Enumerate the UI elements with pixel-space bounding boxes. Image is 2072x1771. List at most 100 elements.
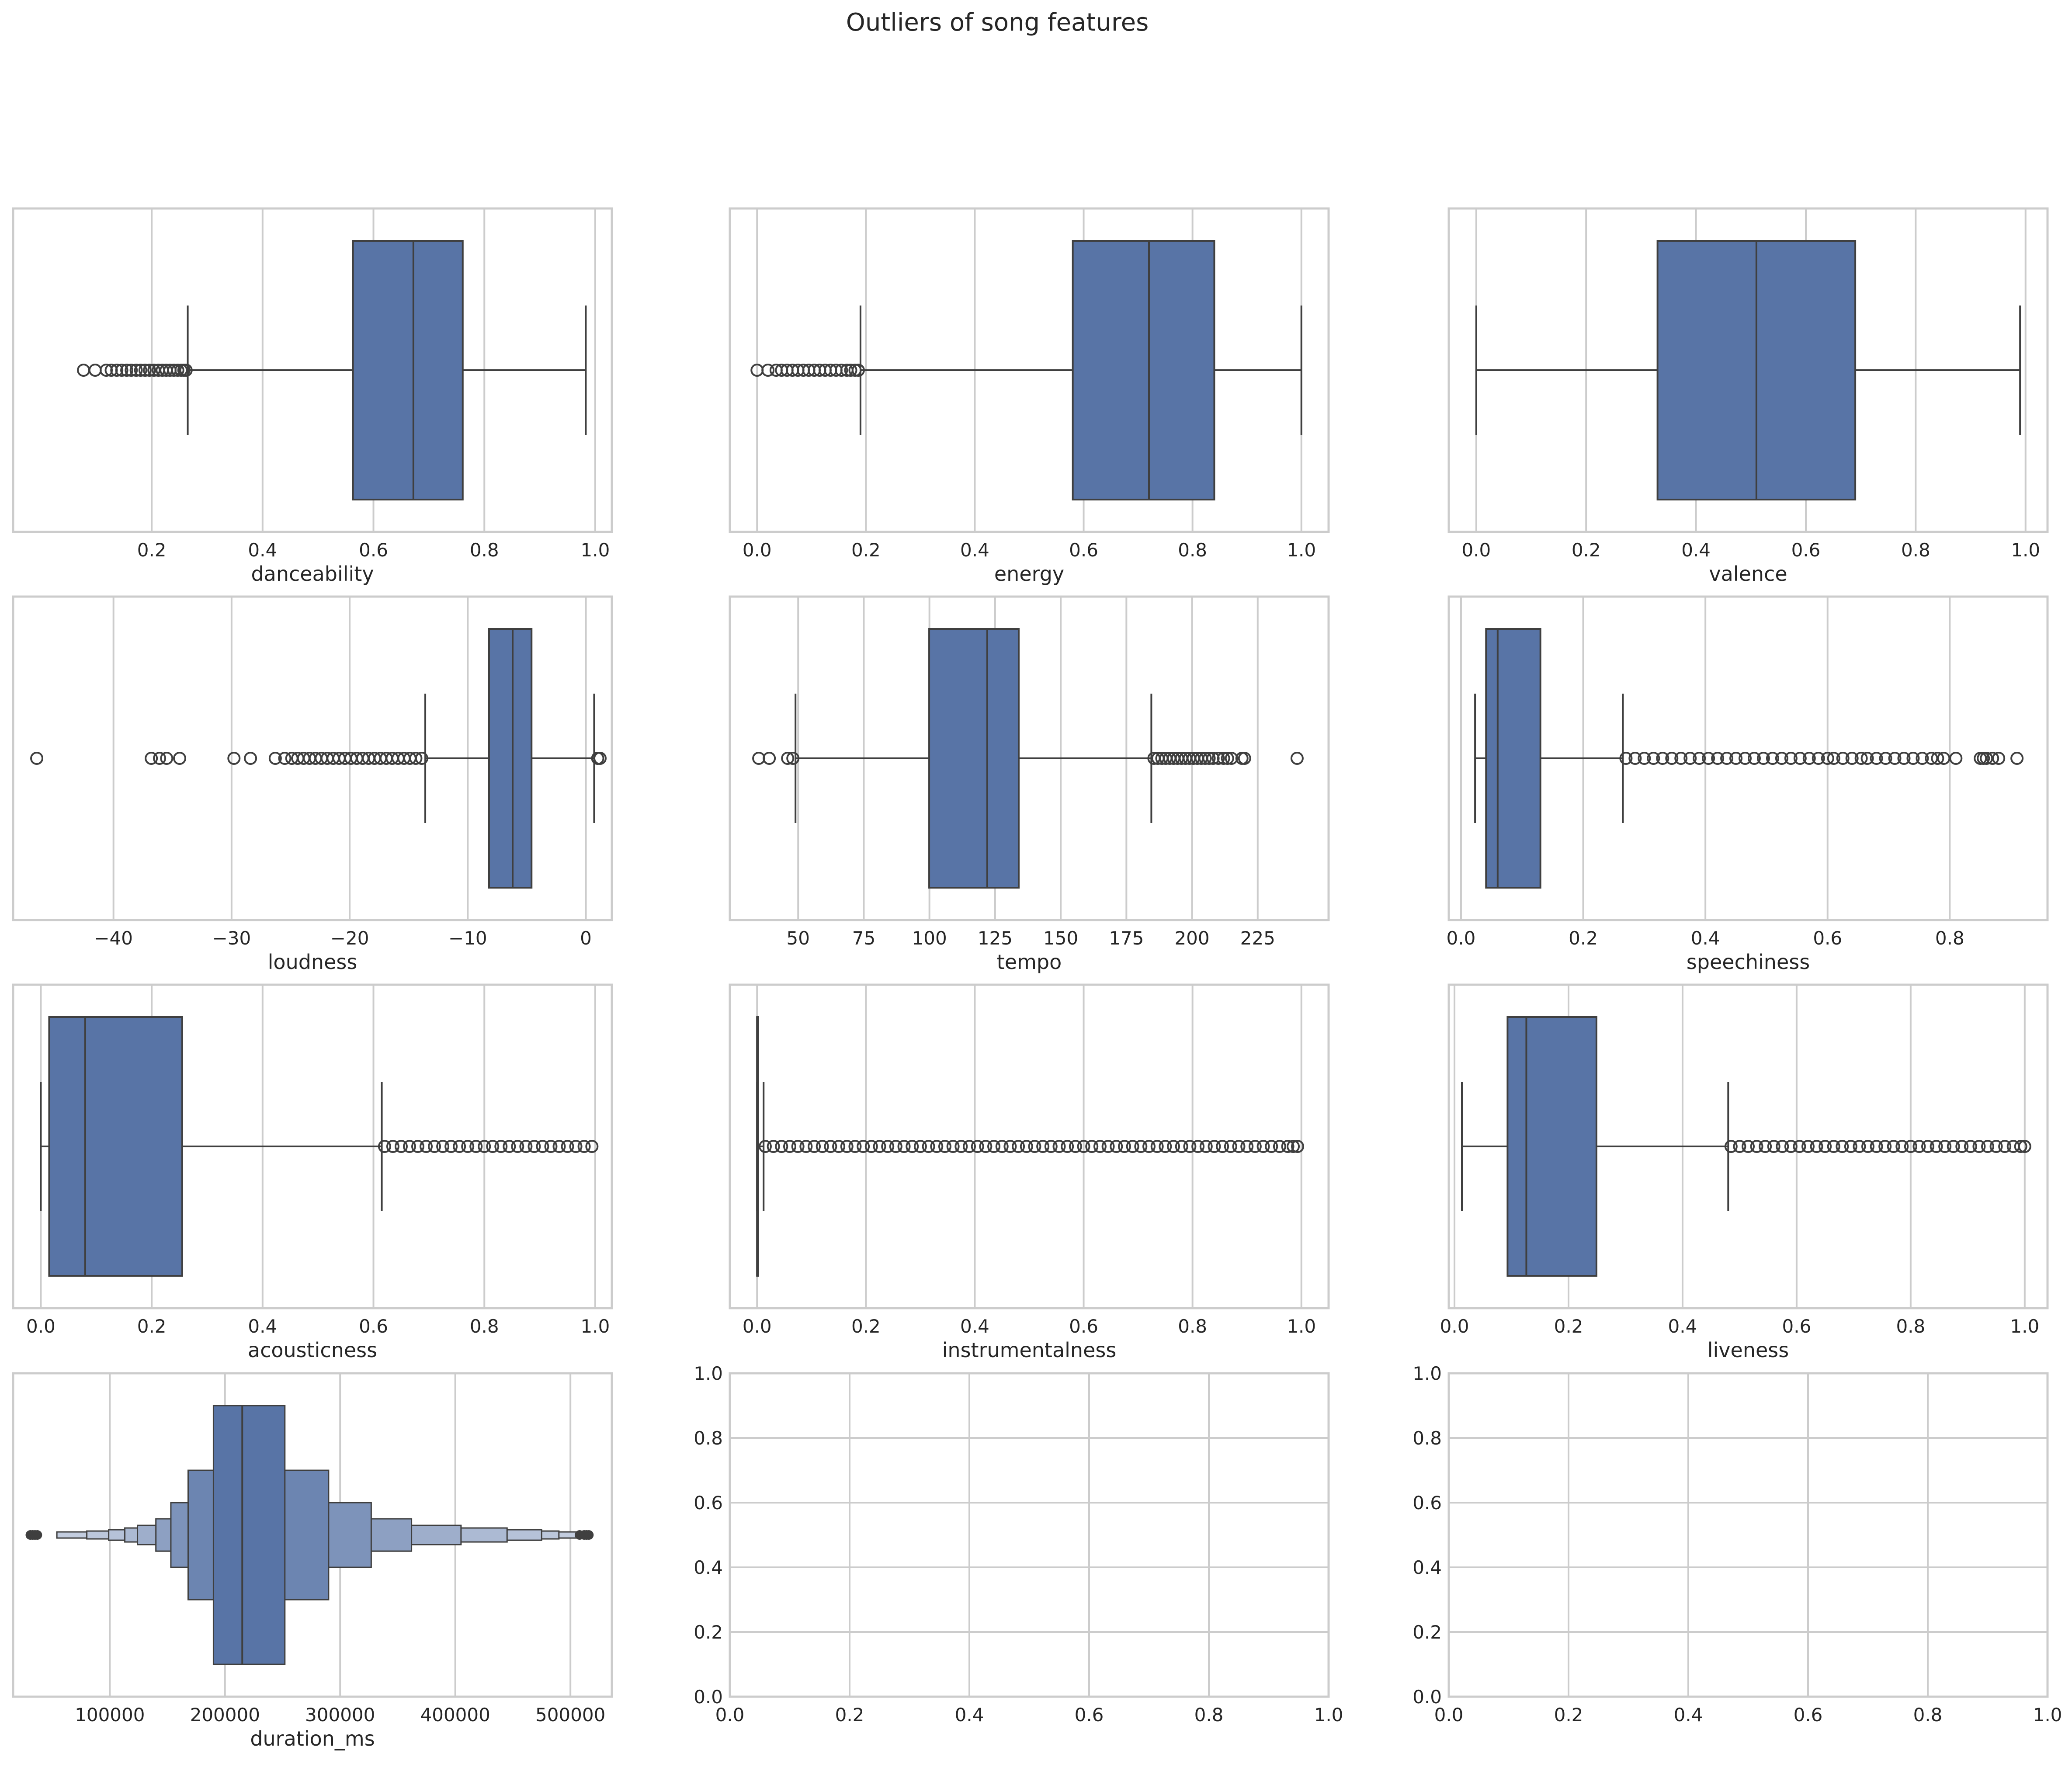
outlier-point (906, 1140, 919, 1153)
x-tick-label: −30 (212, 927, 251, 949)
outlier-point (453, 1140, 466, 1153)
x-tick-label: 0.0 (715, 1704, 745, 1726)
x-tick-label: 200 (1174, 927, 1209, 949)
x-tick-label: 0.6 (359, 1316, 388, 1337)
figure-title: Outliers of song features (846, 8, 1149, 37)
outlier-point (930, 1140, 944, 1153)
x-tick-label: −20 (330, 927, 369, 949)
outlier-point (143, 364, 156, 377)
outlier-point (1819, 1140, 1832, 1153)
outlier-point (394, 1140, 408, 1153)
outlier-point (1998, 1140, 2012, 1153)
outlier-point (1860, 752, 1874, 765)
x-tick-label: 0.0 (26, 1316, 56, 1337)
outlier-point (1827, 752, 1840, 765)
outlier-point (1775, 752, 1788, 765)
x-tick-label: 0.2 (835, 1704, 864, 1726)
outlier-point (1853, 1140, 1866, 1153)
outlier-point (1912, 1140, 1926, 1153)
outlier-point (125, 364, 138, 377)
x-tick-label: 0.0 (743, 1316, 772, 1337)
x-tick-label: −40 (94, 927, 133, 949)
outlier-point (1656, 752, 1669, 765)
outlier-point (1964, 1140, 1977, 1153)
outlier-point (1844, 1140, 1857, 1153)
outlier-point (378, 1140, 391, 1153)
x-axis-label: energy (994, 562, 1064, 586)
outlier-point (864, 1140, 878, 1153)
outlier-point (1287, 1140, 1300, 1153)
iqr-box (352, 240, 464, 500)
y-tick-label: 0.8 (694, 1427, 723, 1449)
outlier-point (494, 1140, 508, 1153)
outlier-point (1281, 1140, 1295, 1153)
outlier-point (808, 1140, 821, 1153)
outlier-point (1291, 1140, 1305, 1153)
outlier-point (799, 1140, 813, 1153)
outlier-point (873, 1140, 886, 1153)
x-tick-label: 0.2 (137, 539, 167, 561)
x-tick-label: 0.4 (960, 539, 989, 561)
x-axis-label: duration_ms (250, 1727, 375, 1750)
outlier-point (1638, 752, 1651, 765)
outlier-point (1947, 1140, 1960, 1153)
outlier-point (511, 1140, 524, 1153)
outlier-point (987, 1140, 1001, 1153)
outlier-point (1061, 1140, 1074, 1153)
boxen-level (212, 1405, 286, 1665)
x-tick-label: 0.4 (960, 1316, 989, 1337)
outlier-point (1930, 1140, 1943, 1153)
outlier-point (173, 752, 187, 765)
x-tick-label: 125 (978, 927, 1013, 949)
outlier-point (171, 364, 184, 377)
outlier-point (775, 1140, 788, 1153)
x-tick-label: 0.2 (851, 539, 881, 561)
outlier-point (1142, 1140, 1156, 1153)
outlier-point (844, 364, 857, 377)
axes-frame (1447, 207, 2049, 533)
y-tick-label: 0.6 (694, 1492, 723, 1514)
outlier-point (1821, 752, 1834, 765)
outlier-point (1044, 1140, 1058, 1153)
outlier-point (1221, 752, 1234, 765)
outlier-point (1693, 752, 1706, 765)
subplot-7: 0.0 0.2 0.4 0.6 0.8 1.0 acousticness (12, 983, 613, 1362)
outlier-point (848, 1140, 862, 1153)
x-tick-label: 0.6 (1782, 1316, 1812, 1337)
outlier-point (971, 1140, 984, 1153)
outlier-point (857, 1140, 870, 1153)
axes-frame (12, 983, 613, 1309)
outlier-point (1118, 1140, 1131, 1153)
outlier-point (1077, 1140, 1090, 1153)
subplot-9: 0.0 0.2 0.4 0.6 0.8 1.0 liveness (1440, 983, 2049, 1362)
outlier-point (1812, 752, 1825, 765)
y-tick-label: 0.0 (694, 1686, 723, 1708)
iqr-box (488, 628, 533, 889)
outlier-point (1020, 1140, 1033, 1153)
iqr-box (928, 628, 1020, 889)
outlier-point (1756, 752, 1770, 765)
outlier-point (584, 1530, 594, 1540)
outlier-point (835, 364, 848, 377)
outlier-point (1870, 752, 1883, 765)
x-tick-label: 0.2 (137, 1316, 167, 1337)
outlier-point (134, 364, 147, 377)
x-axis-label: danceability (251, 562, 374, 586)
y-tick-label: 1.0 (1413, 1363, 1442, 1384)
outlier-point (1776, 1140, 1789, 1153)
x-tick-label: 0.6 (1791, 539, 1821, 561)
outlier-point (1986, 752, 1999, 765)
y-tick-label: 0.2 (694, 1622, 723, 1643)
axes-frame (1447, 983, 2049, 1309)
outlier-point (1647, 752, 1660, 765)
outlier-point (145, 752, 158, 765)
outlier-point (938, 1140, 951, 1153)
iqr-box (1506, 1016, 1597, 1277)
outlier-point (444, 1140, 458, 1153)
subplot-12: 0.0 0.2 0.4 0.6 0.8 1.0 0.0 0.2 0.4 0.6 0.8 1.0 (1413, 1363, 2062, 1726)
y-tick-label: 0.4 (694, 1557, 723, 1578)
axes-frame (12, 207, 613, 533)
outlier-point (2010, 752, 2024, 765)
x-tick-label: 0.4 (248, 539, 277, 561)
outlier-point (1767, 1140, 1780, 1153)
